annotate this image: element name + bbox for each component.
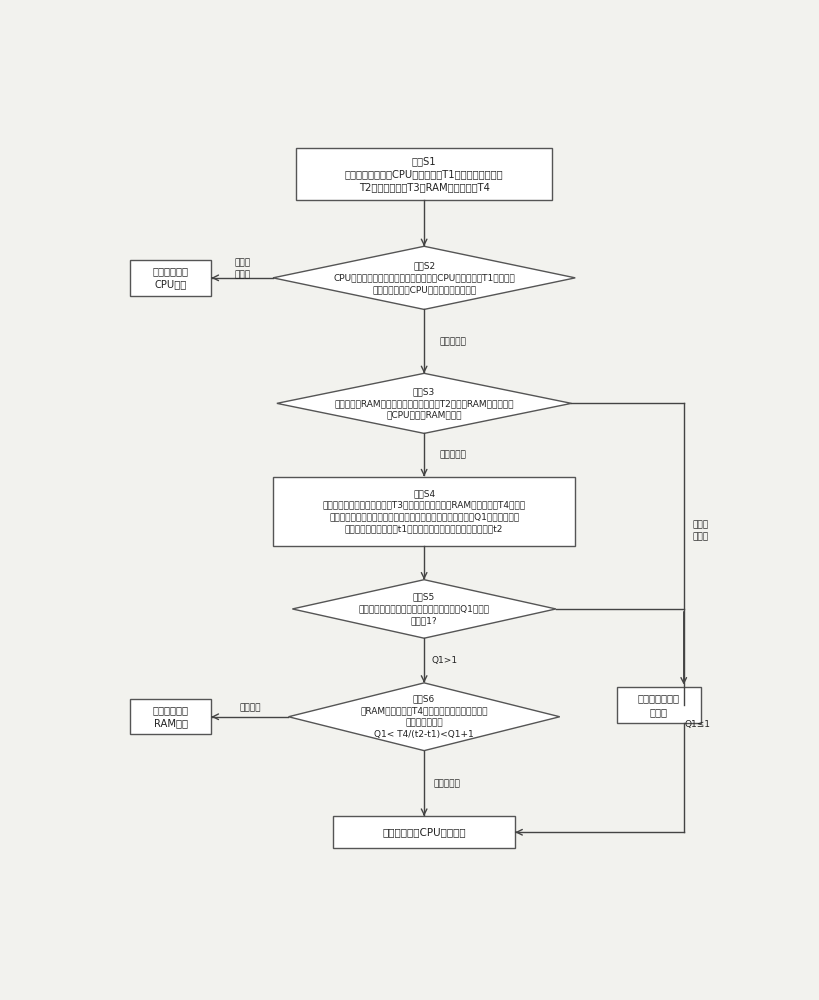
Text: 监测单元显示CPU正常启动: 监测单元显示CPU正常启动	[382, 827, 465, 837]
Text: Q1>1: Q1>1	[432, 656, 458, 665]
Text: 步骤S5
监测单元记录闪存片选信号脉冲出现的个数Q1是否小
于等于1?: 步骤S5 监测单元记录闪存片选信号脉冲出现的个数Q1是否小 于等于1?	[358, 593, 489, 625]
Polygon shape	[292, 580, 555, 638]
Bar	[333, 816, 514, 848]
Polygon shape	[273, 246, 575, 309]
Bar	[296, 148, 551, 200]
Bar	[273, 477, 575, 546]
Text: 监测单元显示闪
存异常: 监测单元显示闪 存异常	[637, 694, 679, 717]
Text: 满足公式: 满足公式	[239, 703, 260, 712]
Text: 步骤S6
在RAM检测时间段T4内，监测单元判断是否满足
下述公式计算：
Q1< T4/(t2-t1)<Q1+1: 步骤S6 在RAM检测时间段T4内，监测单元判断是否满足 下述公式计算： Q1<…	[360, 695, 487, 739]
Polygon shape	[288, 683, 559, 751]
Text: 步骤S1
监测单元分别设定CPU检测时间段T1、闪存检测时间段
T2、延时时间段T3及RAM检测时间段T4: 步骤S1 监测单元分别设定CPU检测时间段T1、闪存检测时间段 T2、延时时间段…	[345, 156, 503, 192]
Bar	[130, 260, 211, 296]
Text: 捕获到信号: 捕获到信号	[439, 337, 466, 346]
Text: 步骤S3
监测单元的RAM测试端在闪存检测时间段T2内通过RAM输出端捕获
该CPU发出的RAM选信号: 步骤S3 监测单元的RAM测试端在闪存检测时间段T2内通过RAM输出端捕获 该C…	[334, 387, 514, 420]
Bar	[130, 699, 211, 734]
Bar	[617, 687, 700, 723]
Text: 未捕获
到信号: 未捕获 到信号	[692, 521, 708, 542]
Polygon shape	[277, 373, 571, 433]
Text: 未捕获
到信号: 未捕获 到信号	[234, 258, 250, 279]
Text: 捕获到信号: 捕获到信号	[439, 450, 466, 459]
Text: 步骤S2
CPU上电后，该监测单元的闪存测试端在CPU检测时间段T1内通过闪
存输出端捕获该CPU发出的闪存片选信号: 步骤S2 CPU上电后，该监测单元的闪存测试端在CPU检测时间段T1内通过闪 存…	[333, 262, 514, 294]
Text: 不满足公式: 不满足公式	[433, 779, 459, 788]
Text: 步骤S4
监测单元开始延时延时时间段T3后，该闪存测试端在RAM检测时间段T4内捕获
闪存片选信号，该监测单元记录闪存片选信号脉冲出现的个数Q1、第一次出现
该: 步骤S4 监测单元开始延时延时时间段T3后，该闪存测试端在RAM检测时间段T4内…	[322, 489, 525, 533]
Text: 监测单元显示
CPU异常: 监测单元显示 CPU异常	[152, 266, 188, 289]
Text: 监测单元显示
RAM异常: 监测单元显示 RAM异常	[152, 705, 188, 728]
Text: Q1≤1: Q1≤1	[684, 720, 710, 729]
